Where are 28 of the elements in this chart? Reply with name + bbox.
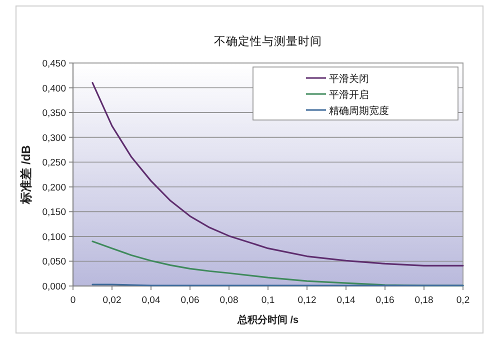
y-tick-label: 0,400: [42, 83, 66, 94]
x-tick-label: 0,08: [220, 295, 238, 306]
x-tick-label: 0,04: [142, 295, 160, 306]
y-tick-label: 0,000: [42, 282, 66, 292]
x-tick-label: 0: [70, 295, 76, 306]
line-series: [92, 82, 464, 266]
y-tick-label: 0,450: [42, 58, 66, 70]
y-tick-label: 0,050: [42, 256, 66, 268]
x-tick-label: 0,06: [180, 295, 200, 306]
y-tick-label: 0,300: [42, 132, 66, 144]
y-tick-label: 0,250: [42, 158, 66, 169]
y-tick-label: 0,350: [42, 108, 66, 120]
x-tick-label: 0,14: [336, 295, 356, 306]
y-tick-label: 0,150: [42, 207, 66, 218]
x-tick-label: 0,02: [102, 295, 122, 306]
chart-title: 不确定性与测量时间: [214, 34, 322, 48]
legend-label: 平滑关闭: [329, 73, 369, 85]
legend-label: 平滑开启: [329, 89, 369, 101]
x-tick-label: 0,18: [414, 295, 434, 306]
y-tick-label: 0,100: [42, 232, 66, 243]
legend-label: 精确周期宽度: [329, 105, 389, 117]
y-tick-label: 0,200: [42, 182, 66, 194]
x-tick-label: 0,16: [376, 295, 394, 306]
x-tick-label: 0,12: [298, 295, 316, 306]
x-tick-label: 0,1: [261, 295, 275, 306]
x-axis-title: 总积分时间 /s: [236, 314, 299, 326]
y-axis-title: 标准差 /dB: [19, 144, 33, 205]
x-tick-label: 0,2: [456, 295, 470, 306]
